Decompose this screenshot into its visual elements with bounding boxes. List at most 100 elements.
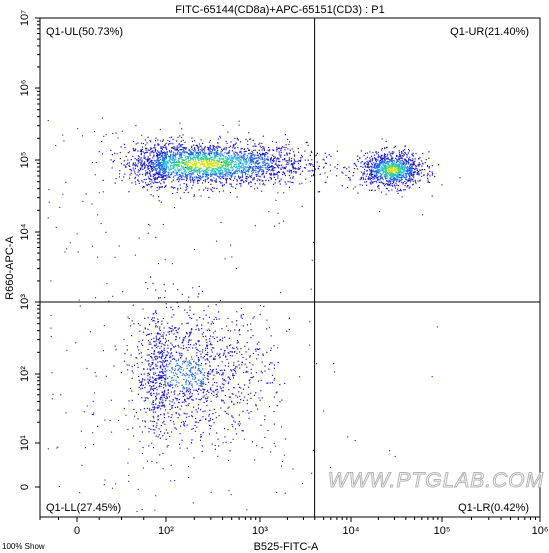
event-dot xyxy=(400,179,402,181)
event-dot xyxy=(252,162,254,164)
event-dot xyxy=(241,171,244,174)
event-dot xyxy=(212,165,215,167)
event-dot xyxy=(389,167,391,169)
event-dot xyxy=(150,333,153,335)
event-dot xyxy=(181,172,183,174)
event-dot xyxy=(363,173,365,175)
event-dot xyxy=(312,165,314,168)
event-dot xyxy=(235,151,237,153)
event-dot xyxy=(190,367,192,369)
event-dot xyxy=(206,397,208,400)
event-dot xyxy=(185,400,187,403)
event-dot xyxy=(198,154,200,156)
event-dot xyxy=(164,358,166,360)
event-dot xyxy=(162,393,164,395)
event-dot xyxy=(220,348,222,350)
event-dot xyxy=(219,339,221,341)
event-dot xyxy=(248,380,250,382)
event-dot xyxy=(162,335,164,337)
event-dot xyxy=(408,174,410,176)
event-dot xyxy=(216,162,218,164)
event-dot xyxy=(397,175,399,178)
event-dot xyxy=(387,163,389,165)
event-dot xyxy=(190,329,193,331)
event-dot xyxy=(141,148,143,150)
event-dot xyxy=(273,160,275,162)
event-dot xyxy=(194,160,196,162)
event-dot xyxy=(171,352,173,354)
event-dot xyxy=(294,167,296,169)
event-dot xyxy=(162,365,164,367)
event-dot xyxy=(150,163,152,165)
event-dot xyxy=(174,162,176,164)
event-dot xyxy=(237,348,239,350)
event-dot xyxy=(259,157,261,159)
event-dot xyxy=(154,411,156,413)
event-dot xyxy=(188,346,190,349)
event-dot xyxy=(148,431,150,433)
event-dot xyxy=(425,159,427,161)
event-dot xyxy=(178,443,181,445)
event-dot xyxy=(193,176,196,178)
event-dot xyxy=(225,163,227,165)
event-dot xyxy=(215,155,217,157)
event-dot xyxy=(402,164,405,166)
event-dot xyxy=(307,170,309,172)
event-dot xyxy=(260,390,262,392)
event-dot xyxy=(256,157,258,159)
event-dot xyxy=(171,164,173,166)
event-dot xyxy=(250,397,252,399)
event-dot xyxy=(207,153,209,155)
event-dot xyxy=(373,170,375,172)
event-dot xyxy=(208,174,210,176)
event-dot xyxy=(250,392,252,394)
event-dot xyxy=(196,177,198,179)
event-dot xyxy=(238,176,240,178)
event-dot xyxy=(419,180,421,182)
event-dot xyxy=(304,150,306,152)
event-dot xyxy=(389,164,391,166)
event-dot xyxy=(231,351,233,353)
event-dot xyxy=(264,161,266,164)
event-dot xyxy=(392,176,394,178)
event-dot xyxy=(252,171,254,173)
event-dot xyxy=(239,155,241,157)
event-dot xyxy=(379,156,381,158)
event-dot xyxy=(156,424,158,427)
event-dot xyxy=(427,181,429,183)
event-dot xyxy=(212,149,214,151)
event-dot xyxy=(230,175,232,177)
event-dot xyxy=(137,323,140,325)
event-dot xyxy=(348,170,350,172)
event-dot xyxy=(379,172,381,174)
event-dot xyxy=(231,173,233,175)
event-dot xyxy=(152,406,154,408)
event-dot xyxy=(191,154,194,156)
event-dot xyxy=(381,160,383,162)
event-dot xyxy=(154,148,156,150)
event-dot xyxy=(194,148,196,150)
event-dot xyxy=(178,352,180,354)
event-dot xyxy=(263,153,265,155)
event-dot xyxy=(174,164,176,166)
event-dot xyxy=(154,175,156,177)
event-dot xyxy=(167,412,169,414)
event-dot xyxy=(239,159,241,161)
event-dot xyxy=(143,178,145,181)
event-dot xyxy=(401,155,403,157)
event-dot xyxy=(413,172,415,174)
event-dot xyxy=(220,164,222,166)
event-dot xyxy=(133,408,135,410)
event-dot xyxy=(248,158,250,160)
event-dot xyxy=(273,423,275,425)
event-dot xyxy=(189,389,191,391)
event-dot xyxy=(194,151,196,153)
event-dot xyxy=(228,165,230,167)
event-dot xyxy=(272,166,274,168)
event-dot xyxy=(157,321,159,323)
event-dot xyxy=(170,464,172,466)
event-dot xyxy=(172,405,174,407)
event-dot xyxy=(153,408,155,410)
event-dot xyxy=(288,143,290,146)
event-dot xyxy=(259,145,261,147)
